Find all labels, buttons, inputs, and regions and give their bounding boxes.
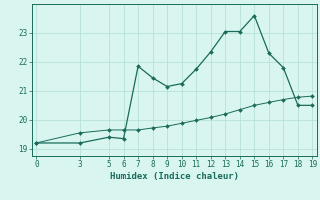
X-axis label: Humidex (Indice chaleur): Humidex (Indice chaleur) bbox=[110, 172, 239, 181]
